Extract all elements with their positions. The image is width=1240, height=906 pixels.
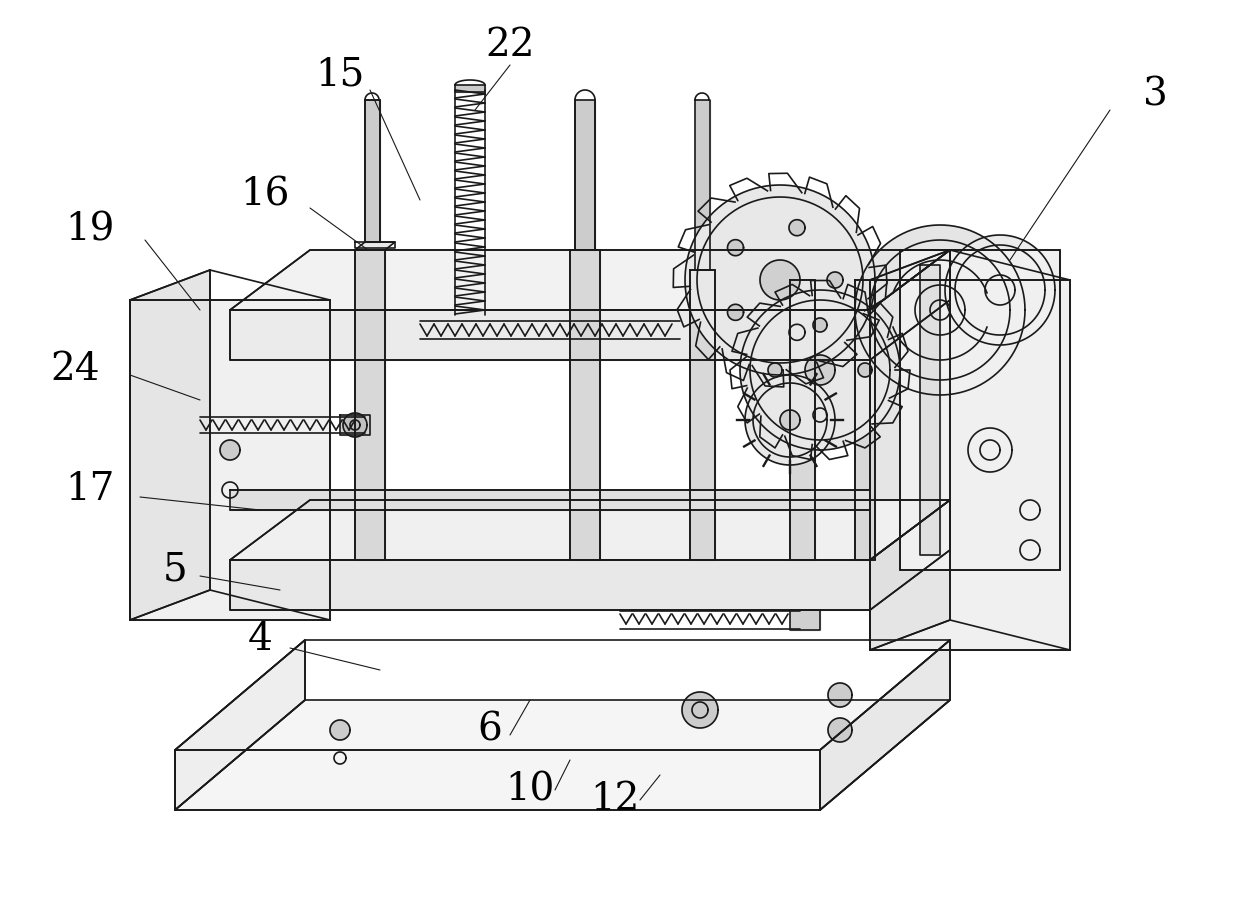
Polygon shape	[355, 242, 396, 250]
Polygon shape	[355, 250, 384, 560]
Polygon shape	[856, 225, 1025, 395]
Polygon shape	[945, 235, 1055, 345]
Text: 24: 24	[50, 352, 99, 389]
Text: 22: 22	[485, 26, 534, 63]
Polygon shape	[870, 250, 950, 650]
Polygon shape	[813, 318, 827, 332]
Polygon shape	[694, 100, 711, 270]
Polygon shape	[813, 408, 827, 422]
Text: 3: 3	[1142, 76, 1167, 113]
Polygon shape	[340, 415, 370, 435]
Polygon shape	[745, 375, 835, 465]
Polygon shape	[900, 250, 1060, 570]
Polygon shape	[985, 275, 1016, 305]
Text: 15: 15	[315, 56, 365, 93]
Polygon shape	[175, 640, 305, 810]
Polygon shape	[789, 324, 805, 341]
Polygon shape	[229, 250, 950, 310]
Polygon shape	[858, 363, 872, 377]
Polygon shape	[920, 265, 940, 555]
Polygon shape	[365, 100, 379, 242]
Polygon shape	[689, 270, 715, 560]
Polygon shape	[740, 290, 900, 450]
Polygon shape	[760, 260, 800, 300]
Text: 4: 4	[248, 622, 273, 659]
Polygon shape	[570, 250, 600, 560]
Polygon shape	[1021, 500, 1040, 520]
Polygon shape	[790, 280, 815, 560]
Text: 17: 17	[66, 471, 114, 508]
Polygon shape	[790, 610, 820, 630]
Text: 19: 19	[66, 211, 114, 248]
Polygon shape	[968, 428, 1012, 472]
Text: 12: 12	[590, 782, 640, 818]
Polygon shape	[455, 85, 485, 92]
Polygon shape	[684, 185, 875, 375]
Polygon shape	[768, 363, 782, 377]
Polygon shape	[820, 640, 950, 810]
Polygon shape	[915, 285, 965, 335]
Polygon shape	[856, 280, 875, 560]
Polygon shape	[229, 490, 870, 510]
Polygon shape	[828, 683, 852, 707]
Polygon shape	[343, 413, 367, 437]
Polygon shape	[827, 272, 843, 288]
Polygon shape	[870, 250, 950, 360]
Text: 16: 16	[241, 177, 290, 214]
Text: 5: 5	[162, 552, 187, 589]
Polygon shape	[789, 219, 805, 236]
Polygon shape	[219, 440, 241, 460]
Text: 6: 6	[477, 711, 502, 748]
Polygon shape	[828, 718, 852, 742]
Text: 10: 10	[506, 772, 554, 808]
Polygon shape	[870, 500, 950, 610]
Polygon shape	[728, 304, 744, 321]
Polygon shape	[805, 355, 835, 385]
Polygon shape	[229, 500, 950, 560]
Polygon shape	[330, 720, 350, 740]
Polygon shape	[780, 410, 800, 430]
Polygon shape	[575, 100, 595, 250]
Polygon shape	[130, 270, 210, 620]
Polygon shape	[682, 692, 718, 728]
Polygon shape	[1021, 540, 1040, 560]
Polygon shape	[229, 310, 870, 360]
Polygon shape	[728, 240, 744, 255]
Polygon shape	[130, 300, 330, 620]
Polygon shape	[870, 280, 1070, 650]
Polygon shape	[229, 560, 870, 610]
Polygon shape	[175, 700, 950, 810]
